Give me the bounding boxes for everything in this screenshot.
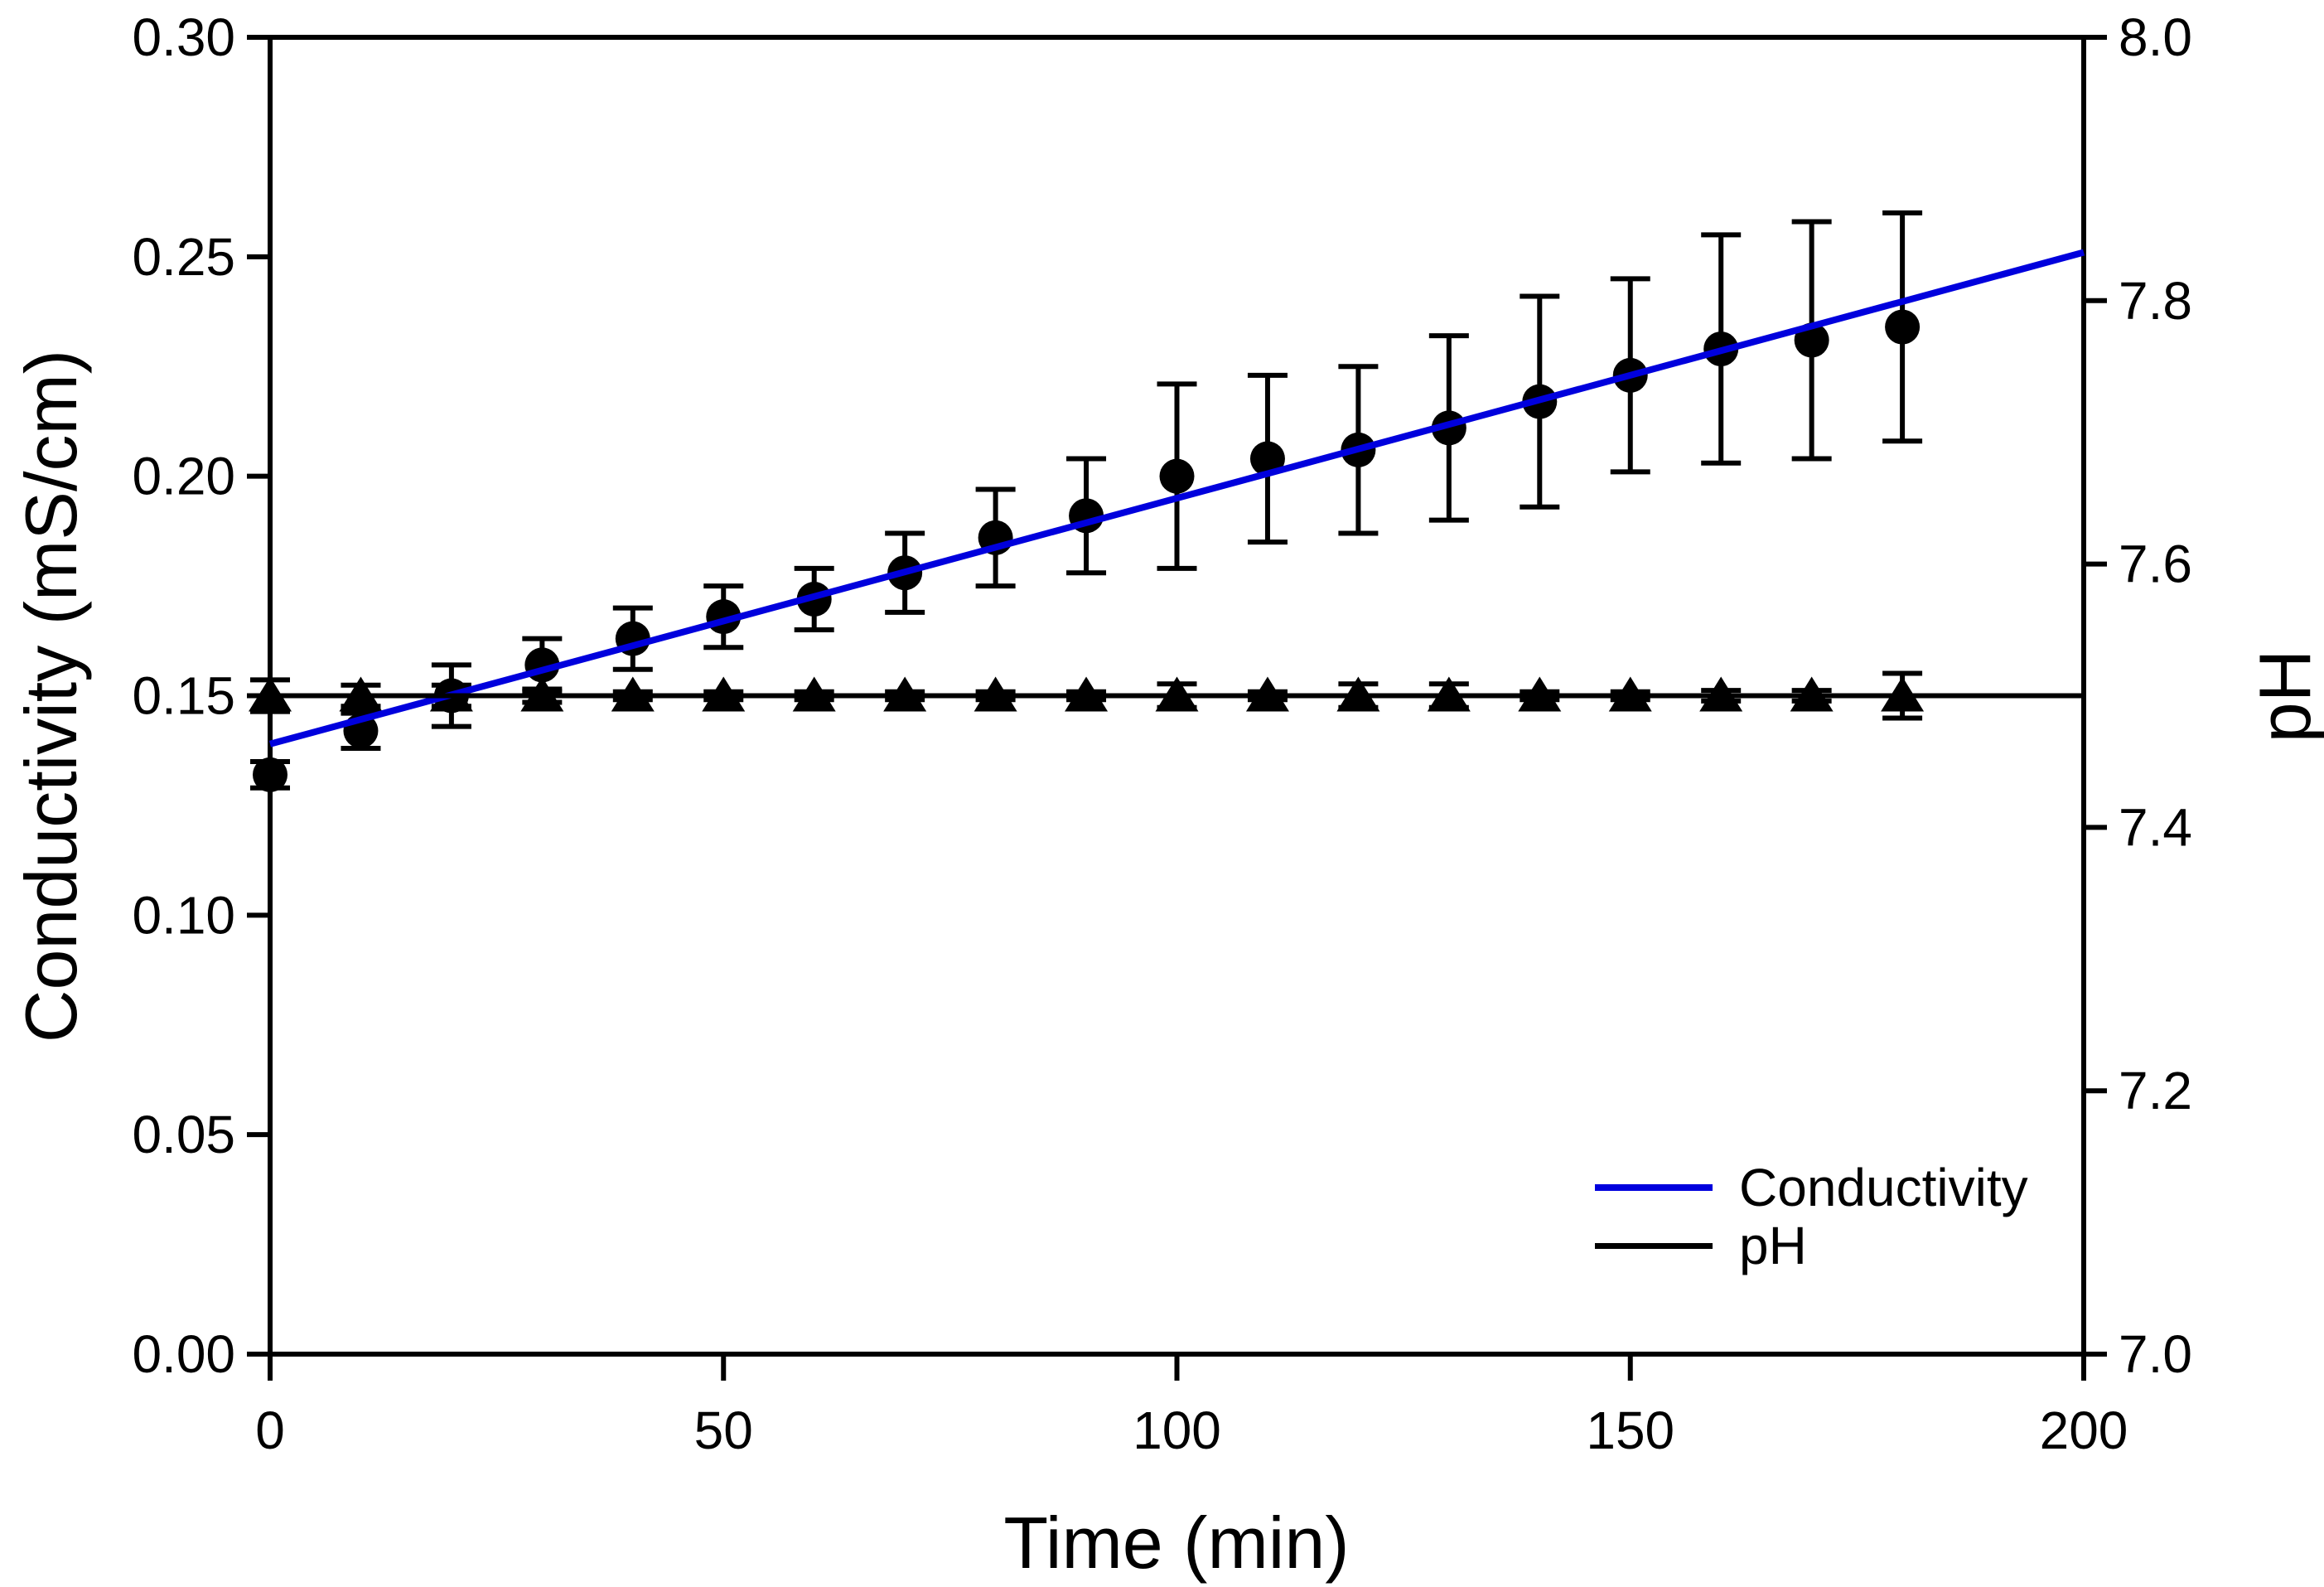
conductivity-fit-line [268, 249, 2085, 748]
x-axis-tick-label: 200 [2040, 1401, 2128, 1460]
left-axis-tick-label: 0.15 [132, 666, 235, 726]
x-axis-tick-label: 150 [1586, 1401, 1674, 1460]
conductivity-point [253, 757, 287, 792]
x-axis-tick-label: 50 [694, 1401, 753, 1460]
right-axis-tick-label: 8.0 [2119, 7, 2192, 67]
right-axis-tick-label: 7.0 [2119, 1324, 2192, 1384]
legend: Conductivity pH [1595, 1159, 2028, 1275]
left-axis-tick-label: 0.05 [132, 1105, 235, 1164]
right-axis-tick-label: 7.2 [2119, 1061, 2192, 1120]
x-axis-title: Time (min) [1003, 1502, 1350, 1584]
left-axis-tick-label: 0.00 [132, 1324, 235, 1384]
x-axis-tick-label: 0 [255, 1401, 285, 1460]
conductivity-point [1885, 309, 1921, 345]
right-axis-tick-label: 7.8 [2119, 271, 2192, 331]
ph-line-swatch [1595, 1242, 1713, 1249]
left-axis-tick-label: 0.20 [132, 447, 235, 506]
left-axis-tick-label: 0.25 [132, 227, 235, 287]
right-axis-tick-label: 7.6 [2119, 535, 2192, 594]
legend-item-conductivity: Conductivity [1595, 1159, 2028, 1217]
legend-label-ph: pH [1739, 1216, 1807, 1275]
right-axis-title: pH [2244, 649, 2324, 743]
conductivity-point [1249, 441, 1285, 477]
conductivity-line-swatch [1595, 1184, 1713, 1191]
left-axis-title: Conductivity (mS/cm) [10, 349, 92, 1043]
legend-label-conductivity: Conductivity [1739, 1158, 2028, 1217]
left-axis-tick-label: 0.30 [132, 7, 235, 67]
legend-item-ph: pH [1595, 1217, 2028, 1275]
left-axis-tick-label: 0.10 [132, 885, 235, 945]
conductivity-point [1159, 458, 1195, 494]
right-axis-tick-label: 7.4 [2119, 797, 2192, 857]
x-axis-tick-label: 100 [1133, 1401, 1221, 1460]
